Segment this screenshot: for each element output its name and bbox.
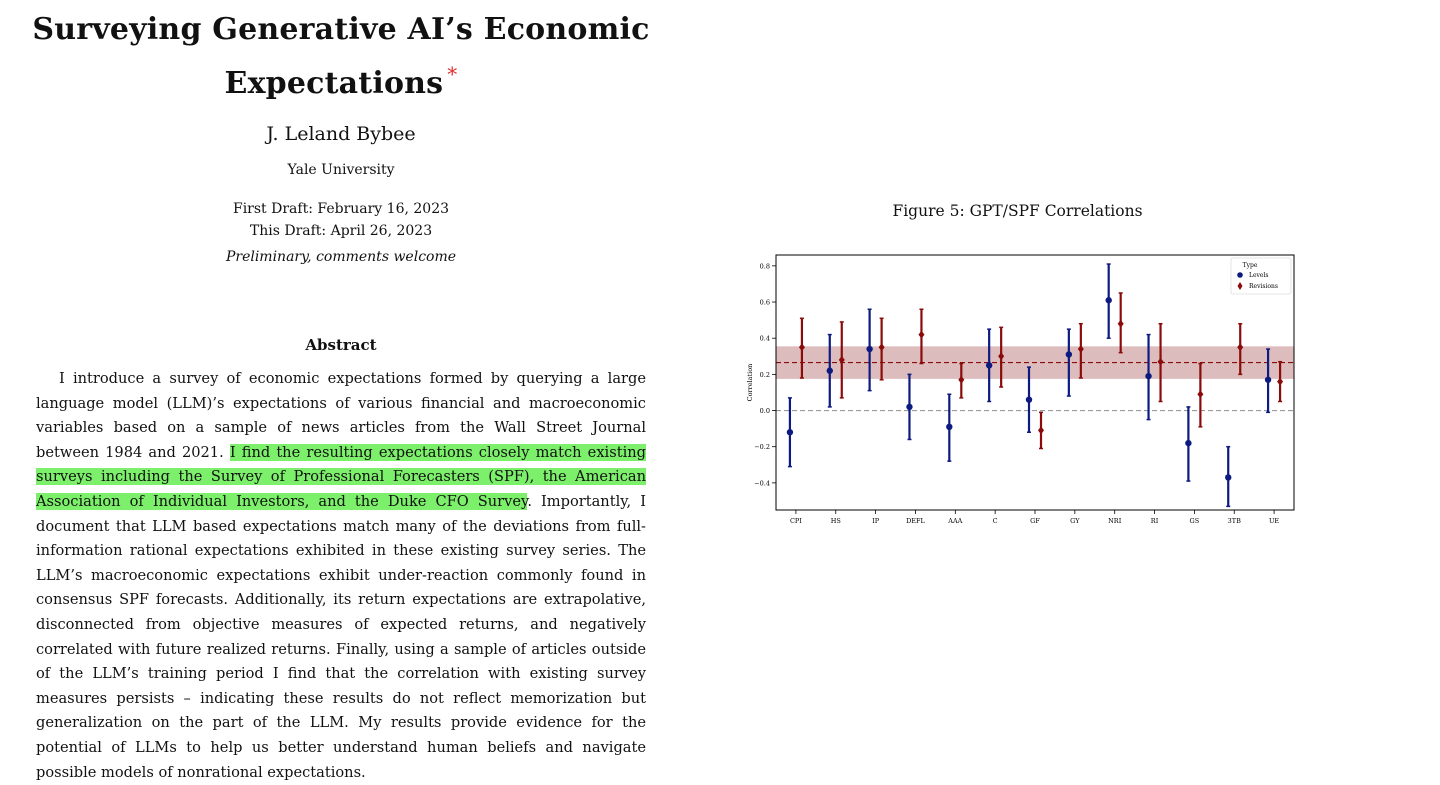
y-tick-label: 0.4 bbox=[760, 335, 770, 343]
data-point-revisions bbox=[1237, 343, 1244, 352]
x-tick-label: CPI bbox=[790, 517, 802, 525]
data-point-levels bbox=[826, 367, 833, 374]
x-tick-label: GS bbox=[1190, 517, 1200, 525]
data-point-revisions bbox=[1197, 390, 1204, 399]
data-point-revisions bbox=[878, 343, 885, 352]
y-tick-label: 0.6 bbox=[760, 299, 770, 307]
abstract-body: I introduce a survey of economic expecta… bbox=[36, 367, 646, 785]
data-point-levels bbox=[1025, 396, 1033, 403]
data-point-levels bbox=[786, 429, 794, 436]
x-tick-label: NRI bbox=[1108, 517, 1122, 525]
data-point-revisions bbox=[1077, 345, 1084, 354]
data-point-revisions bbox=[838, 355, 845, 364]
x-tick-label: C bbox=[993, 517, 998, 525]
title-line-1: Surveying Generative AI’s Economic bbox=[32, 12, 650, 47]
legend-title: Type bbox=[1243, 262, 1258, 269]
figure-caption: Figure 5: GPT/SPF Correlations bbox=[892, 202, 1143, 220]
x-tick-label: HS bbox=[831, 517, 841, 525]
data-point-revisions bbox=[1038, 426, 1044, 435]
abstract-text-2: . Importantly, I document that LLM based… bbox=[36, 492, 646, 781]
first-draft-date: First Draft: February 16, 2023 bbox=[232, 201, 450, 217]
affiliation: Yale University bbox=[287, 162, 395, 178]
data-point-levels bbox=[906, 403, 913, 411]
data-point-levels bbox=[1225, 474, 1232, 481]
data-point-levels bbox=[946, 423, 953, 431]
y-axis-label: Correlation bbox=[746, 364, 754, 402]
legend-box bbox=[1230, 257, 1292, 295]
data-point-levels bbox=[1264, 376, 1272, 383]
x-tick-label: 3TB bbox=[1228, 517, 1241, 525]
abstract-text-1: I introduce a survey of economic expecta… bbox=[36, 370, 646, 461]
data-point-levels bbox=[985, 362, 993, 369]
author-name: J. Leland Bybee bbox=[266, 123, 416, 145]
y-tick-label: 0.8 bbox=[760, 262, 770, 270]
title-line-2-text: Expectations bbox=[224, 66, 444, 101]
x-tick-label: DEFL bbox=[906, 517, 925, 525]
y-tick-label: −0.2 bbox=[754, 443, 770, 451]
data-point-levels bbox=[866, 345, 873, 353]
x-tick-label: AAA bbox=[947, 517, 962, 525]
title-footnote-mark[interactable]: * bbox=[447, 62, 458, 86]
x-tick-label: GY bbox=[1070, 517, 1080, 525]
data-point-levels bbox=[1185, 439, 1192, 447]
legend-label: Revisions bbox=[1249, 283, 1278, 290]
y-tick-label: 0.0 bbox=[760, 407, 770, 415]
x-tick-label: UE bbox=[1269, 517, 1279, 525]
data-point-revisions bbox=[918, 330, 925, 339]
data-point-levels bbox=[1105, 297, 1112, 304]
data-point-revisions bbox=[1117, 319, 1124, 328]
data-point-revisions bbox=[798, 343, 805, 352]
y-tick-label: 0.2 bbox=[760, 371, 770, 379]
data-point-revisions bbox=[998, 352, 1005, 361]
paper-title: Surveying Generative AI’s Economic Expec… bbox=[20, 8, 662, 106]
data-point-revisions bbox=[1277, 377, 1284, 386]
x-tick-label: IP bbox=[872, 517, 880, 525]
legend-marker-revisions bbox=[1237, 282, 1243, 290]
title-line-2: Expectations * bbox=[20, 52, 662, 106]
x-tick-label: RI bbox=[1151, 517, 1159, 525]
legend-marker-levels bbox=[1237, 272, 1243, 278]
y-tick-label: −0.4 bbox=[754, 479, 770, 487]
preliminary-note: Preliminary, comments welcome bbox=[225, 249, 457, 265]
data-point-levels bbox=[1065, 351, 1073, 358]
data-point-revisions bbox=[1157, 357, 1164, 366]
correlation-chart: −0.4 −0.2 0.0 0.2 0.4 0.6 0.8 Correlation CPI HS I… bbox=[746, 254, 1295, 525]
data-point-levels bbox=[1145, 372, 1152, 380]
abstract-highlighted-text[interactable]: I find the resulting expectations closel… bbox=[36, 443, 646, 510]
this-draft-date: This Draft: April 26, 2023 bbox=[249, 223, 433, 239]
plot-frame bbox=[775, 254, 1295, 511]
data-point-revisions bbox=[958, 375, 965, 384]
legend-label: Levels bbox=[1249, 272, 1268, 279]
x-tick-label: GF bbox=[1030, 517, 1040, 525]
abstract-heading: Abstract bbox=[305, 336, 377, 354]
